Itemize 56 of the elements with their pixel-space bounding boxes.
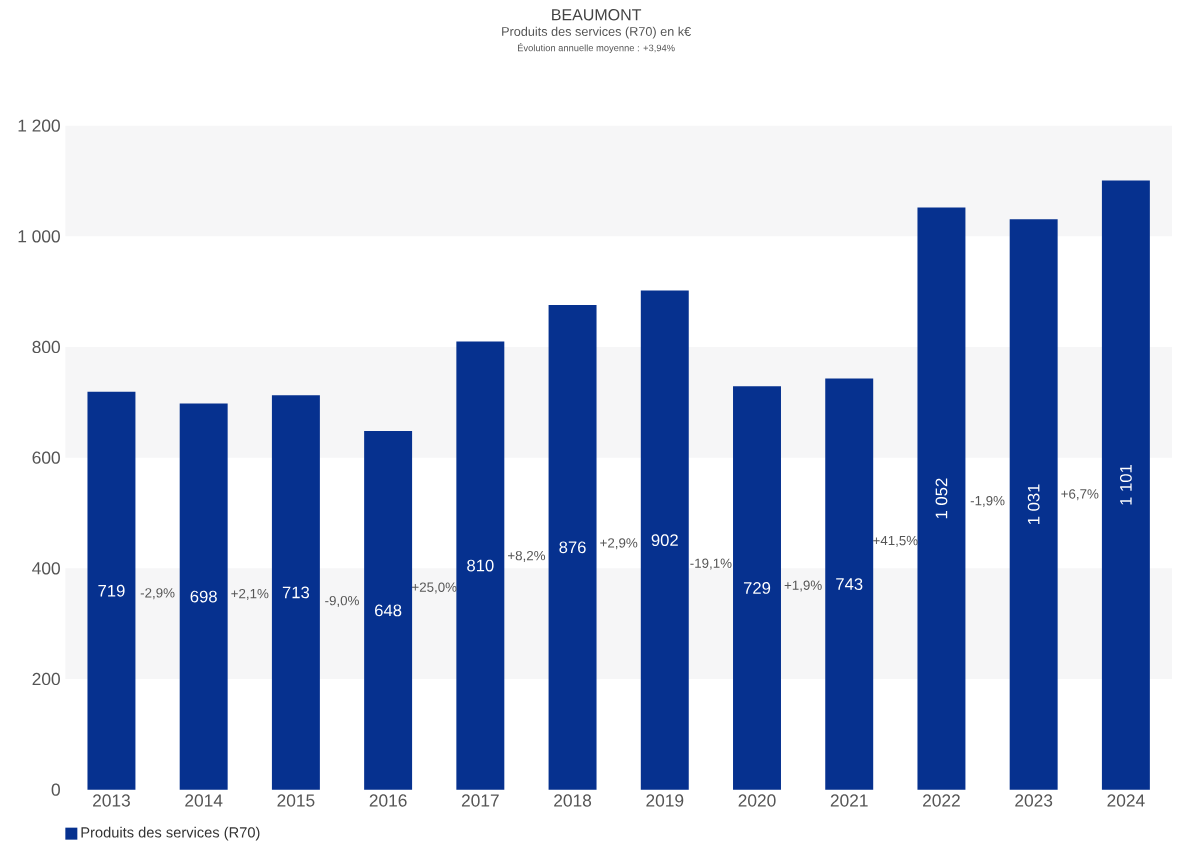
bar [1101,180,1150,790]
x-tick-label: 2017 [461,794,499,807]
x-tick-label: 2020 [738,794,776,807]
y-tick-label: 800 [32,340,60,354]
x-tick-label: 2021 [830,794,868,807]
bar [456,341,505,790]
data-label: 729 [743,582,771,594]
data-label: 698 [190,590,217,603]
chart-subtitle: Produits des services (R70) en k€ [502,26,691,39]
data-label: 1 101 [1120,465,1132,505]
data-label: 1 031 [1027,484,1040,524]
bar [733,386,781,790]
y-tick-label: 0 [51,783,60,796]
bar [179,403,228,790]
text: Évolution annuelle moyenne : +3,94% [518,43,675,54]
data-label: 743 [836,578,863,590]
annotation: -19,1% [690,558,732,570]
x-tick-label: 2013 [93,794,130,807]
annotation: +2,9% [600,538,638,550]
y-tick-label: 200 [32,672,60,686]
x-tick-label: 2015 [277,794,315,807]
y-tick-label: 600 [32,451,60,464]
annotation: +6,7% [1061,489,1099,501]
legend-label: Produits des services (R70) [81,826,260,841]
bar [87,391,136,790]
x-tick-label: 2014 [185,794,223,807]
x-tick-label: 2022 [923,794,960,807]
data-label: 719 [98,584,125,597]
x-tick-label: 2023 [1015,794,1053,807]
bar [364,431,413,790]
data-label: 1 052 [935,478,948,519]
bar [917,207,966,790]
annotation: -2,9% [140,588,175,600]
x-tick-label: 2018 [554,794,592,807]
data-label: 810 [467,559,494,572]
y-tick-label: 1 200 [18,119,60,132]
chart-title: BEAUMONT [552,9,642,21]
bar [1009,219,1058,790]
data-label: 713 [282,586,310,599]
y-tick-label: 1 000 [18,230,60,243]
bar [548,304,597,790]
annotation: +2,1% [231,588,269,600]
annotation: +8,2% [508,550,546,562]
annotation: -1,9% [970,495,1005,507]
annotation: +1,9% [784,580,822,592]
data-label: 876 [559,541,586,554]
x-tick-label: 2024 [1107,794,1145,807]
annotation: -9,0% [325,595,359,607]
bar [640,290,689,790]
bar [825,378,874,790]
x-tick-label: 2019 [646,794,684,807]
data-label: 902 [651,534,678,547]
y-tick-label: 400 [32,562,60,575]
data-label: 648 [375,604,402,617]
bar [271,395,320,790]
x-tick-label: 2016 [369,794,407,807]
